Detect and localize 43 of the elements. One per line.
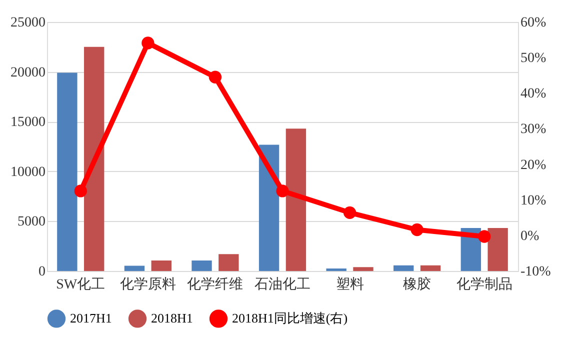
y-tick-label: 0	[38, 264, 46, 280]
bar	[151, 260, 172, 271]
bar	[124, 266, 145, 271]
bar	[353, 267, 374, 271]
x-tick-label: 化学纤维	[187, 276, 244, 292]
bar	[84, 46, 104, 271]
y2-tick-label: 40%	[520, 86, 546, 102]
legend-label: 2018H1	[151, 310, 193, 326]
bar	[218, 254, 239, 271]
y2-tick-label: 10%	[520, 193, 546, 208]
x-tick-label: 化学原料	[120, 276, 176, 292]
bar	[57, 72, 78, 271]
y2-tick-label: -10%	[520, 264, 552, 280]
x-tick-label: 塑料	[336, 276, 364, 292]
bar	[420, 265, 441, 271]
x-tick-label: SW化工	[56, 276, 106, 292]
point	[276, 184, 289, 198]
x-tick-label: 石油化工	[254, 276, 310, 292]
point	[343, 206, 356, 219]
y-tick-label: 5000	[18, 214, 46, 230]
y-tick-label: 10000	[10, 164, 46, 180]
bar	[258, 144, 280, 271]
y2-tick-label: 60%	[520, 16, 546, 30]
point	[208, 70, 222, 84]
point	[142, 36, 154, 50]
y2-tick-label: 50%	[520, 51, 546, 66]
point	[74, 184, 87, 198]
y-tick-label: 25000	[10, 16, 46, 30]
x-tick-label: 化学制品	[456, 276, 512, 292]
y2-tick-label: 20%	[520, 158, 546, 173]
legend-label: 2018H1同比增速(右)	[232, 310, 348, 326]
x-tick-label: 橡胶	[403, 276, 432, 292]
y2-tick-label: 30%	[520, 122, 546, 138]
bar	[192, 260, 212, 271]
bar	[394, 265, 414, 271]
bar	[286, 128, 306, 271]
bar	[488, 228, 508, 271]
legend-label: 2017H1	[70, 310, 112, 326]
point	[478, 230, 491, 243]
y-tick-label: 20000	[10, 65, 46, 80]
y-tick-label: 15000	[10, 115, 46, 130]
y2-tick-label: 0%	[520, 228, 540, 244]
point	[410, 223, 424, 236]
